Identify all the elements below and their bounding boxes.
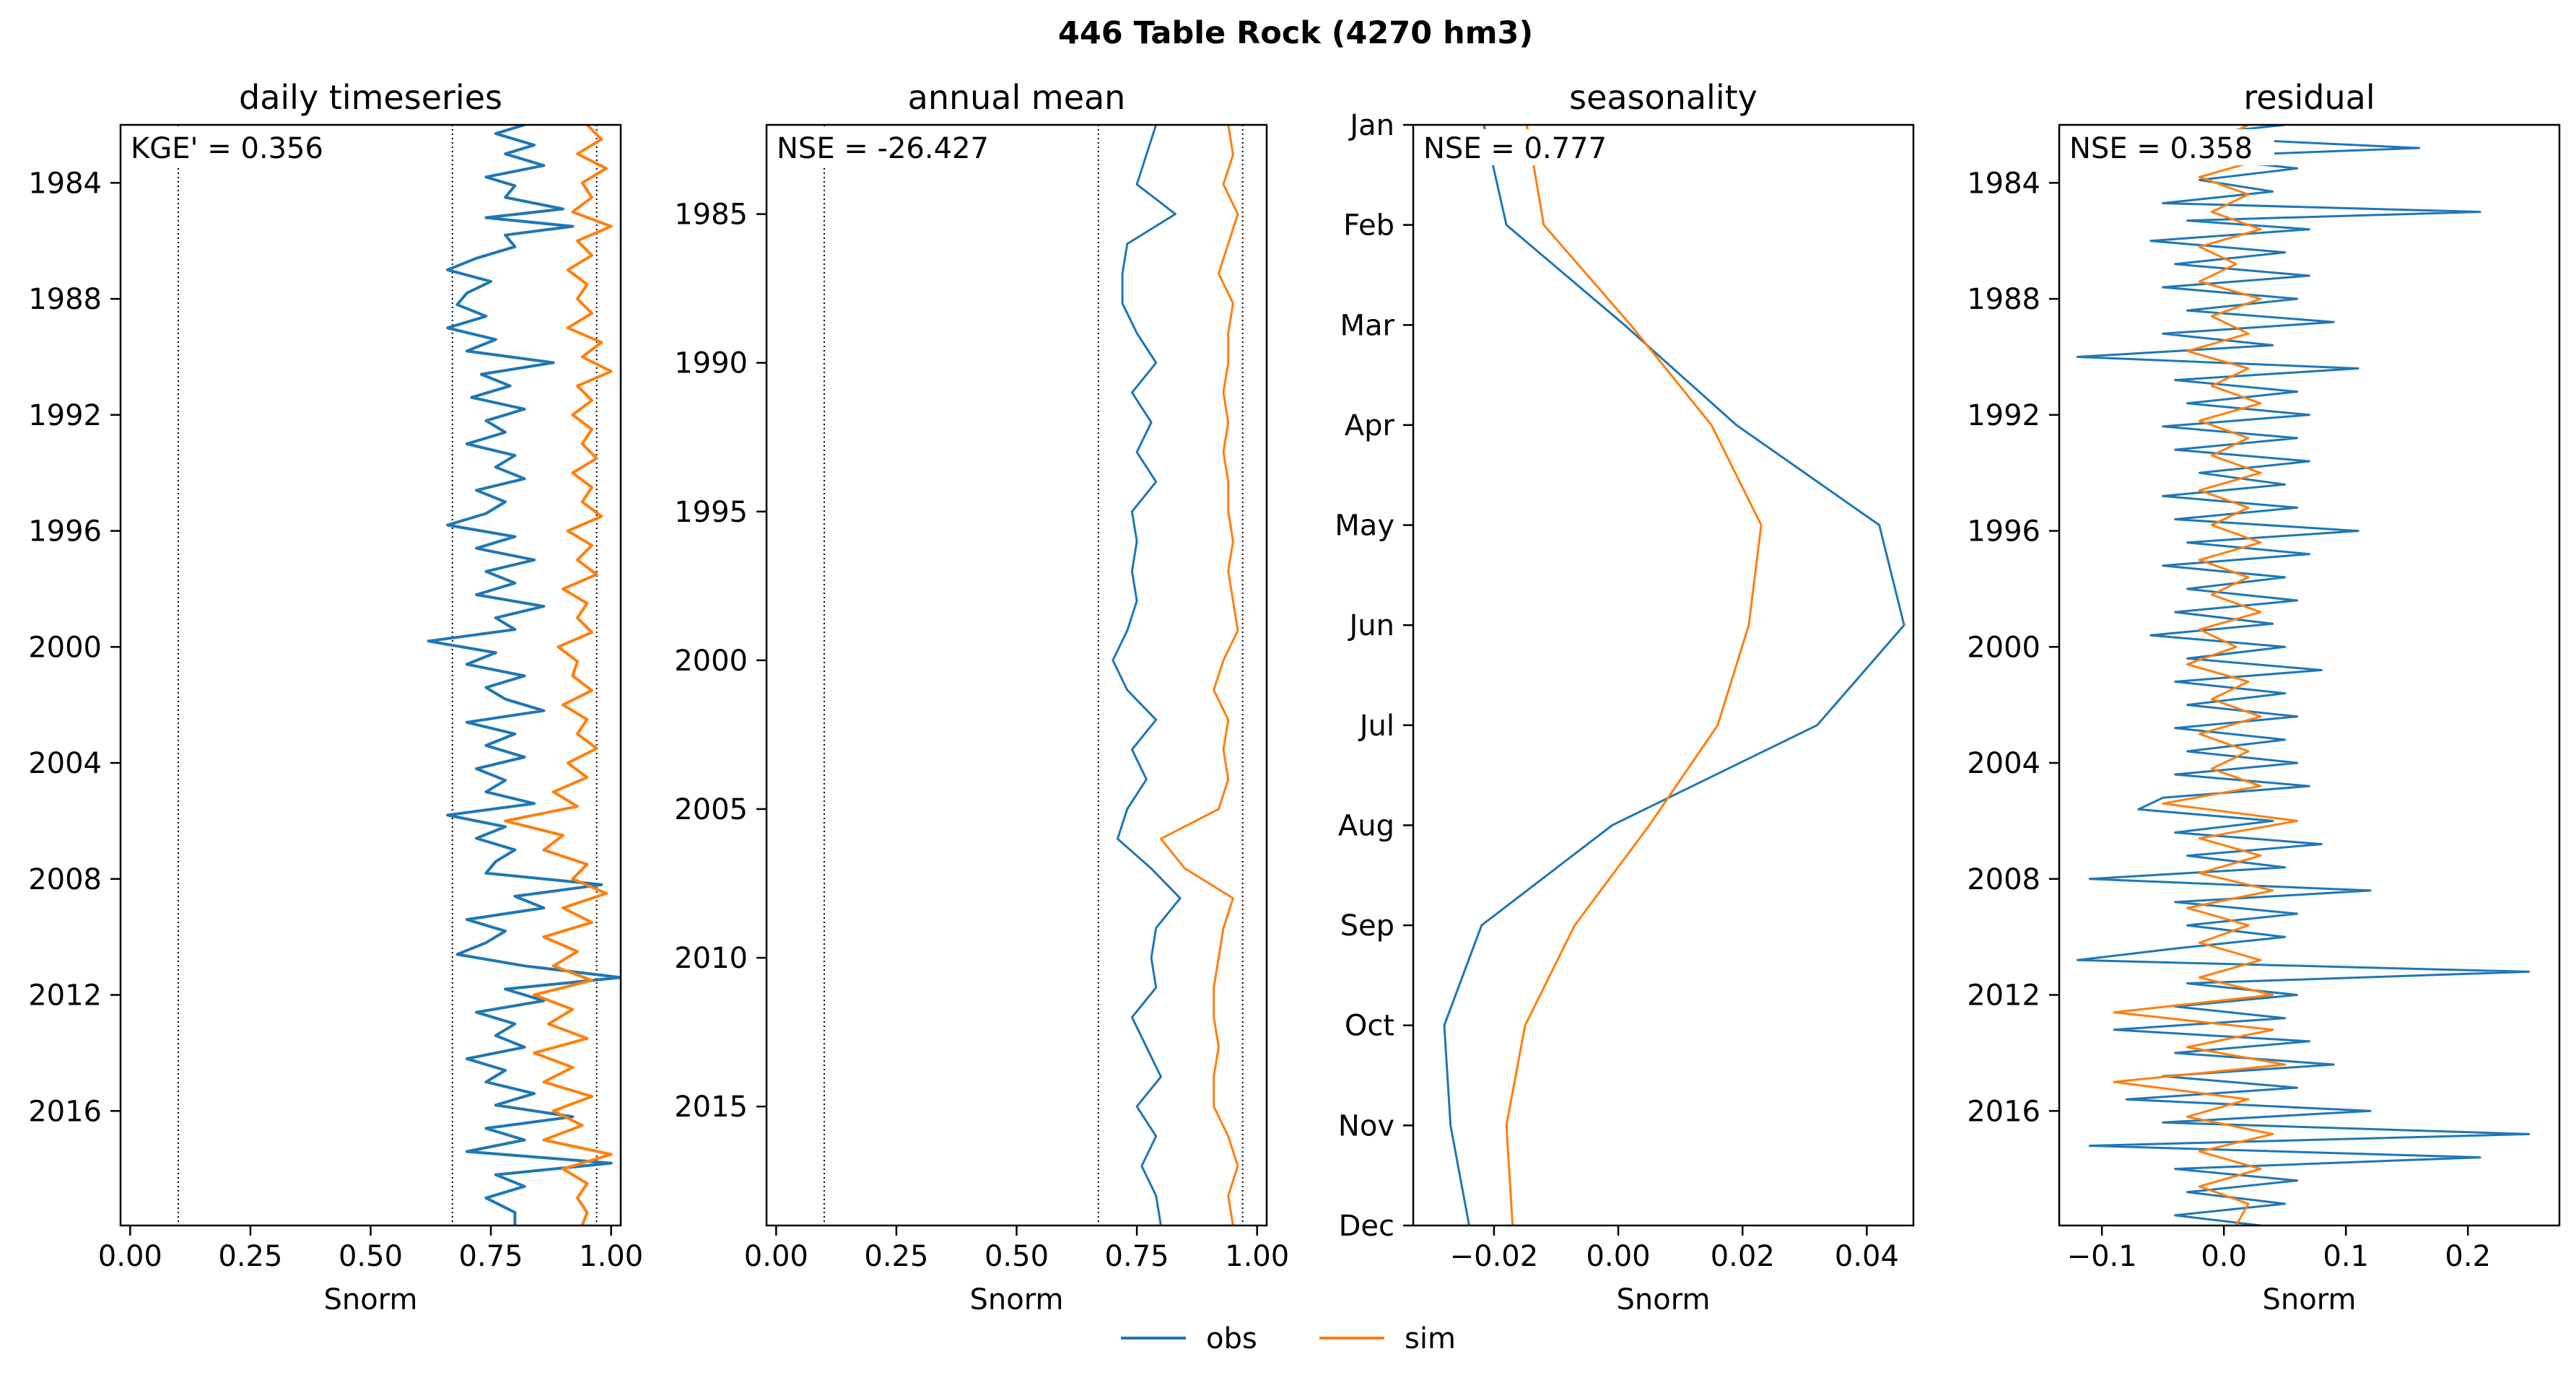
y-tick-label: 1988 <box>1967 283 2040 316</box>
x-tick-label: 0.50 <box>984 1240 1049 1273</box>
y-tick-label: 2008 <box>1967 863 2040 896</box>
y-tick-label: 1984 <box>1967 167 2040 200</box>
x-tick-label: 1.00 <box>579 1240 643 1273</box>
series-line-sim <box>2113 125 2299 1225</box>
x-tick-label: 0.04 <box>1835 1240 1899 1273</box>
y-tick-label: 2004 <box>28 747 102 780</box>
legend: obs sim <box>1121 1322 1456 1355</box>
plot-area <box>1443 125 1905 1225</box>
plot-area <box>1112 125 1239 1225</box>
y-tick-label: May <box>1335 510 1394 543</box>
series-line-obs <box>1112 125 1182 1225</box>
axes-frame <box>765 123 1268 1227</box>
y-tick-label: Apr <box>1345 409 1395 442</box>
series-line-obs <box>427 125 621 1225</box>
x-axis-label: Snorm <box>324 1283 418 1316</box>
axes-frame <box>1412 123 1915 1227</box>
y-tick-label: 2005 <box>674 793 748 826</box>
x-axis-label: Snorm <box>2263 1283 2357 1316</box>
y-tick-label: Oct <box>1345 1010 1394 1043</box>
series-line-sim <box>1505 125 1763 1225</box>
x-tick-label: 0.1 <box>2323 1240 2369 1273</box>
y-tick-label: Dec <box>1339 1210 1394 1243</box>
y-tick-label: 1985 <box>674 198 748 232</box>
y-tick-label: 2000 <box>1967 631 2040 664</box>
series-line-obs <box>2076 125 2531 1225</box>
panel-season: seasonality −0.02 0.00 0.02 0.04 Snorm Jan Feb M… <box>1335 78 1915 1316</box>
x-tick-label: 0.00 <box>1586 1240 1651 1273</box>
y-tick-label: 2016 <box>1967 1095 2040 1128</box>
y-tick-label: Feb <box>1343 209 1394 243</box>
panel-residual: residual −0.1 0.0 0.1 0.2 Snorm 1984 1988 1992 19… <box>1967 78 2561 1316</box>
y-tick-label: 2015 <box>674 1091 748 1124</box>
y-tick-label: Nov <box>1338 1109 1394 1142</box>
plot-area <box>427 125 621 1225</box>
y-tick-label: 1996 <box>28 515 102 549</box>
metric-annotation: NSE = 0.777 <box>1423 132 1607 165</box>
panel-title: seasonality <box>1569 78 1758 117</box>
x-tick-label: 0.00 <box>744 1240 808 1273</box>
y-tick-label: 1996 <box>1967 515 2040 549</box>
metric-annotation: KGE' = 0.356 <box>131 132 323 165</box>
y-tick-label: 1984 <box>28 167 102 200</box>
x-tick-label: 0.0 <box>2201 1240 2247 1273</box>
metric-annotation: NSE = 0.358 <box>2069 132 2253 165</box>
y-tick-label: 1990 <box>674 347 748 380</box>
series-line-sim <box>504 125 613 1225</box>
panel-title: daily timeseries <box>239 78 502 117</box>
x-tick-label: 0.75 <box>459 1240 523 1273</box>
y-tick-label: Aug <box>1338 809 1394 842</box>
x-tick-label: 0.00 <box>98 1240 162 1273</box>
y-tick-label: Jul <box>1358 709 1394 743</box>
y-tick-label: 1992 <box>1967 399 2040 432</box>
y-tick-label: 2010 <box>674 942 748 975</box>
y-tick-label: Sep <box>1340 909 1394 943</box>
y-tick-label: Jun <box>1348 609 1395 642</box>
panel-title: residual <box>2243 78 2375 117</box>
panel-title: annual mean <box>908 78 1126 117</box>
legend-label-obs: obs <box>1206 1322 1257 1355</box>
x-axis-label: Snorm <box>970 1283 1064 1316</box>
axes-frame <box>119 123 622 1227</box>
figure-title: 446 Table Rock (4270 hm3) <box>1058 15 1533 51</box>
y-tick-label: 1992 <box>28 399 102 432</box>
y-tick-label: 2000 <box>28 631 102 664</box>
x-tick-label: 1.00 <box>1225 1240 1289 1273</box>
series-line-sim <box>1159 125 1239 1225</box>
x-tick-label: 0.75 <box>1105 1240 1169 1273</box>
legend-label-sim: sim <box>1405 1322 1456 1355</box>
x-tick-label: 0.02 <box>1711 1240 1775 1273</box>
x-axis-label: Snorm <box>1617 1283 1711 1316</box>
y-tick-label: 2012 <box>28 979 102 1013</box>
plot-area <box>2076 125 2531 1225</box>
y-tick-label: 2004 <box>1967 747 2040 780</box>
panels: daily timeseries 0.00 0.25 0.50 0.75 1.00 Snor… <box>28 78 2561 1316</box>
y-tick-label: 1995 <box>674 496 748 529</box>
y-tick-label: 2000 <box>674 645 748 678</box>
x-tick-label: −0.1 <box>2067 1240 2137 1273</box>
y-tick-label: 1988 <box>28 283 102 316</box>
panel-daily: daily timeseries 0.00 0.25 0.50 0.75 1.00 Snor… <box>28 78 643 1316</box>
metric-annotation: NSE = -26.427 <box>777 132 989 165</box>
y-tick-label: 2016 <box>28 1095 102 1128</box>
series-line-obs <box>1443 125 1905 1225</box>
y-tick-label: 2008 <box>28 863 102 896</box>
y-tick-label: Mar <box>1340 309 1395 342</box>
y-tick-label: 2012 <box>1967 979 2040 1013</box>
axes-frame <box>2058 123 2561 1227</box>
x-tick-label: −0.02 <box>1450 1240 1539 1273</box>
x-tick-label: 0.2 <box>2445 1240 2491 1273</box>
panel-annual: annual mean 0.00 0.25 0.50 0.75 1.00 Snorm 1985… <box>674 78 1289 1316</box>
x-tick-label: 0.25 <box>218 1240 282 1273</box>
y-tick-label: Jan <box>1348 109 1394 142</box>
x-tick-label: 0.25 <box>864 1240 928 1273</box>
x-tick-label: 0.50 <box>339 1240 403 1273</box>
